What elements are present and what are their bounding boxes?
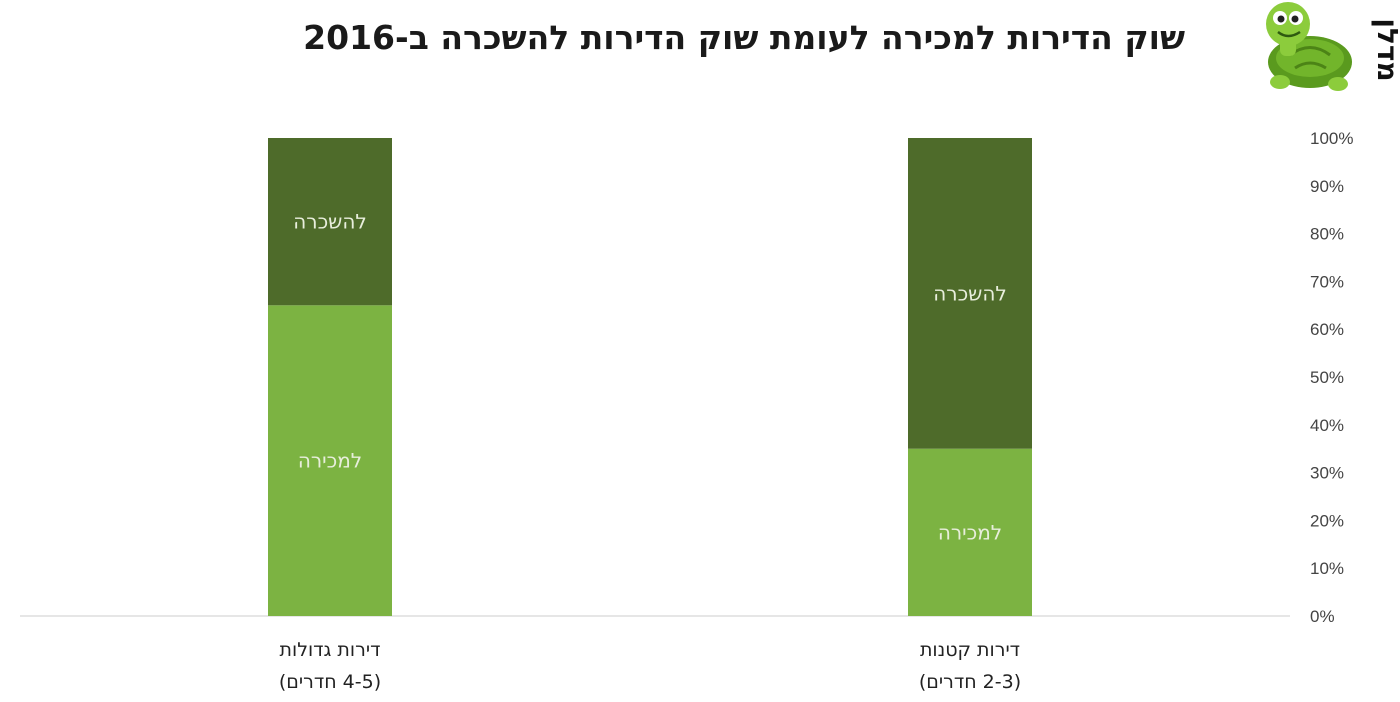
segment-label: למכירה bbox=[938, 520, 1002, 544]
chart-title: שוק הדירות למכירה לעומת שוק הדירות להשכר… bbox=[303, 18, 1185, 57]
madlan-logo: מדלן bbox=[1250, 0, 1400, 100]
segment-label: להשכרה bbox=[293, 210, 367, 234]
bar-segment bbox=[268, 138, 392, 306]
segment-label: להשכרה bbox=[933, 281, 1007, 305]
y-tick-label: 0% bbox=[1310, 607, 1335, 626]
y-tick-label: 20% bbox=[1310, 511, 1344, 530]
y-tick-label: 70% bbox=[1310, 272, 1344, 291]
y-tick-label: 30% bbox=[1310, 464, 1344, 483]
category-label: דירות קטנות bbox=[920, 639, 1020, 661]
y-tick-label: 90% bbox=[1310, 177, 1344, 196]
y-tick-label: 100% bbox=[1310, 129, 1353, 148]
category-sublabel: (4-5 חדרים) bbox=[279, 671, 381, 693]
bar-segment bbox=[908, 448, 1032, 616]
category-sublabel: (2-3 חדרים) bbox=[919, 671, 1021, 693]
bar-segment bbox=[268, 305, 392, 616]
segment-label: למכירה bbox=[298, 449, 362, 473]
category-label: דירות גדולות bbox=[280, 639, 381, 661]
y-tick-label: 60% bbox=[1310, 320, 1344, 339]
y-tick-label: 40% bbox=[1310, 416, 1344, 435]
bar-segment bbox=[908, 138, 1032, 449]
logo-text: מדלן bbox=[1371, 18, 1400, 81]
y-tick-label: 10% bbox=[1310, 559, 1344, 578]
turtle-icon: מדלן bbox=[1266, 2, 1400, 91]
y-tick-label: 50% bbox=[1310, 368, 1344, 387]
y-tick-label: 80% bbox=[1310, 225, 1344, 244]
